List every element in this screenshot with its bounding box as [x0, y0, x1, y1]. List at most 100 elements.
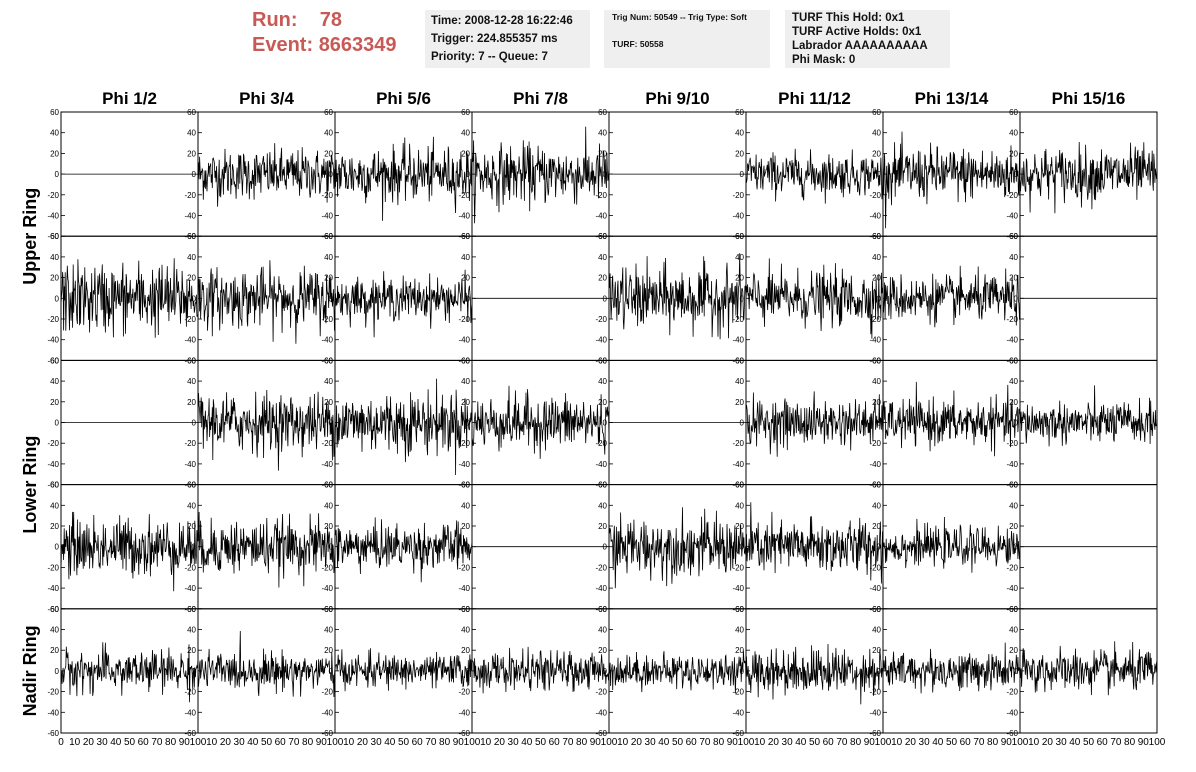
- y-tick-label: 60: [50, 356, 59, 365]
- ring-label: Nadir Ring: [20, 625, 40, 716]
- time-line: Time: 2008-12-28 16:22:46: [431, 15, 573, 27]
- y-tick-label: 0: [877, 170, 882, 179]
- y-tick-label: 0: [877, 667, 882, 676]
- y-tick-label: 0: [1014, 294, 1019, 303]
- x-tick-label: 10: [480, 737, 492, 748]
- y-tick-label: 60: [872, 481, 881, 490]
- x-tick-label: 20: [357, 737, 369, 748]
- y-tick-label: -20: [1006, 315, 1018, 324]
- x-tick-label: 30: [782, 737, 794, 748]
- waveform-trace: [882, 381, 1021, 457]
- x-tick-label: 50: [672, 737, 684, 748]
- y-tick-label: -20: [869, 563, 881, 572]
- y-tick-label: -60: [732, 729, 744, 738]
- waveform-trace: [745, 643, 884, 705]
- y-tick-label: 20: [872, 398, 881, 407]
- x-tick-label: 70: [699, 737, 711, 748]
- column-title: Phi 11/12: [778, 89, 851, 108]
- run-label: Run:: [252, 9, 298, 31]
- x-tick-label: 70: [151, 737, 163, 748]
- x-tick-label: 10: [69, 737, 81, 748]
- x-tick-label: 20: [1042, 737, 1054, 748]
- x-tick-label: 80: [302, 737, 314, 748]
- y-tick-label: -40: [732, 212, 744, 221]
- y-tick-label: -40: [321, 460, 333, 469]
- x-tick-label: 50: [398, 737, 410, 748]
- y-tick-label: 20: [872, 522, 881, 531]
- y-tick-label: -20: [732, 315, 744, 324]
- y-tick-label: 20: [50, 398, 59, 407]
- y-tick-label: 40: [1009, 377, 1018, 386]
- x-tick-label: 20: [494, 737, 506, 748]
- y-tick-label: -60: [595, 605, 607, 614]
- y-tick-label: 20: [324, 274, 333, 283]
- waveform-trace: [882, 642, 1021, 694]
- x-tick-label: 20: [220, 737, 232, 748]
- y-tick-label: 40: [1009, 253, 1018, 262]
- y-tick-label: -60: [732, 605, 744, 614]
- x-tick-label: 40: [932, 737, 944, 748]
- y-tick-label: 60: [461, 232, 470, 241]
- y-tick-label: 0: [877, 294, 882, 303]
- y-tick-label: 0: [740, 294, 745, 303]
- x-tick-label: 100: [190, 737, 207, 748]
- turf-line: TURF: 50558: [612, 39, 664, 49]
- y-tick-label: 20: [872, 646, 881, 655]
- y-tick-label: 0: [877, 419, 882, 428]
- waveform-trace: [197, 630, 336, 698]
- y-tick-label: 20: [1009, 149, 1018, 158]
- x-tick-label: 10: [891, 737, 903, 748]
- waveform-trace: [334, 378, 473, 476]
- y-tick-label: 40: [735, 377, 744, 386]
- waveform-trace: [334, 648, 473, 692]
- y-tick-label: -20: [595, 191, 607, 200]
- y-tick-label: 0: [740, 419, 745, 428]
- waveform-trace: [471, 126, 610, 224]
- event-label: Event:: [252, 34, 314, 56]
- x-tick-label: 80: [713, 737, 725, 748]
- y-tick-label: 40: [187, 377, 196, 386]
- y-tick-label: -40: [732, 460, 744, 469]
- y-tick-label: 60: [872, 108, 881, 117]
- y-tick-label: -40: [47, 460, 59, 469]
- y-tick-label: -60: [595, 232, 607, 241]
- x-tick-label: 70: [288, 737, 300, 748]
- x-tick-label: 50: [535, 737, 547, 748]
- y-tick-label: 60: [735, 605, 744, 614]
- y-tick-label: -40: [732, 584, 744, 593]
- x-tick-label: 60: [686, 737, 698, 748]
- y-tick-label: -40: [595, 584, 607, 593]
- event-header: Run: 78 Event: 8663349 Time: 2008-12-28 …: [0, 0, 1196, 90]
- x-tick-label: 30: [371, 737, 383, 748]
- y-tick-label: -20: [869, 191, 881, 200]
- waveform-trace: [1019, 385, 1158, 447]
- y-tick-label: 60: [187, 108, 196, 117]
- y-tick-label: 60: [598, 605, 607, 614]
- x-tick-label: 0: [58, 737, 64, 748]
- x-tick-label: 100: [601, 737, 618, 748]
- y-tick-label: 0: [55, 419, 60, 428]
- x-tick-label: 40: [110, 737, 122, 748]
- x-tick-label: 30: [919, 737, 931, 748]
- y-tick-label: 20: [1009, 274, 1018, 283]
- labrador-line: Labrador AAAAAAAAAA: [792, 40, 928, 52]
- y-tick-label: -20: [595, 315, 607, 324]
- x-tick-label: 70: [562, 737, 574, 748]
- y-tick-label: 60: [735, 481, 744, 490]
- y-tick-label: 0: [466, 667, 471, 676]
- y-tick-label: -40: [47, 584, 59, 593]
- x-tick-label: 100: [875, 737, 892, 748]
- y-tick-label: -20: [595, 563, 607, 572]
- y-tick-label: 40: [187, 501, 196, 510]
